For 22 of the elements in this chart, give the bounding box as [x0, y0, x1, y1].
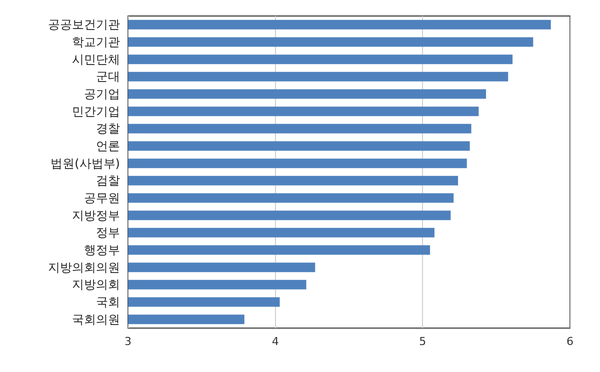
y-tick-label: 국회: [96, 295, 120, 309]
y-tick-label: 시민단체: [72, 52, 120, 66]
y-tick-label: 정부: [96, 226, 120, 240]
y-tick-label: 지방의회의원: [48, 260, 120, 274]
y-tick-label: 법원(사법부): [50, 156, 120, 170]
x-tick-label: 5: [419, 335, 426, 348]
x-tick-label: 6: [566, 335, 574, 348]
x-tick-label: 3: [124, 335, 132, 348]
y-tick-label: 공무원: [84, 191, 120, 205]
y-tick-label: 검찰: [96, 174, 120, 188]
y-tick-label: 행정부: [84, 243, 120, 257]
y-tick-label: 공공보건기관: [48, 18, 120, 32]
y-tick-label: 군대: [96, 70, 120, 84]
y-tick-label: 경찰: [96, 122, 120, 136]
y-tick-label: 학교기관: [72, 35, 120, 49]
x-tick-label: 4: [272, 335, 279, 348]
y-tick-label: 언론: [96, 139, 120, 153]
y-tick-label: 민간기업: [72, 104, 120, 118]
y-tick-label: 지방정부: [72, 208, 120, 222]
y-tick-label: 공기업: [84, 87, 120, 101]
y-tick-label: 국회의원: [72, 312, 120, 326]
y-tick-label: 지방의회: [72, 278, 120, 292]
